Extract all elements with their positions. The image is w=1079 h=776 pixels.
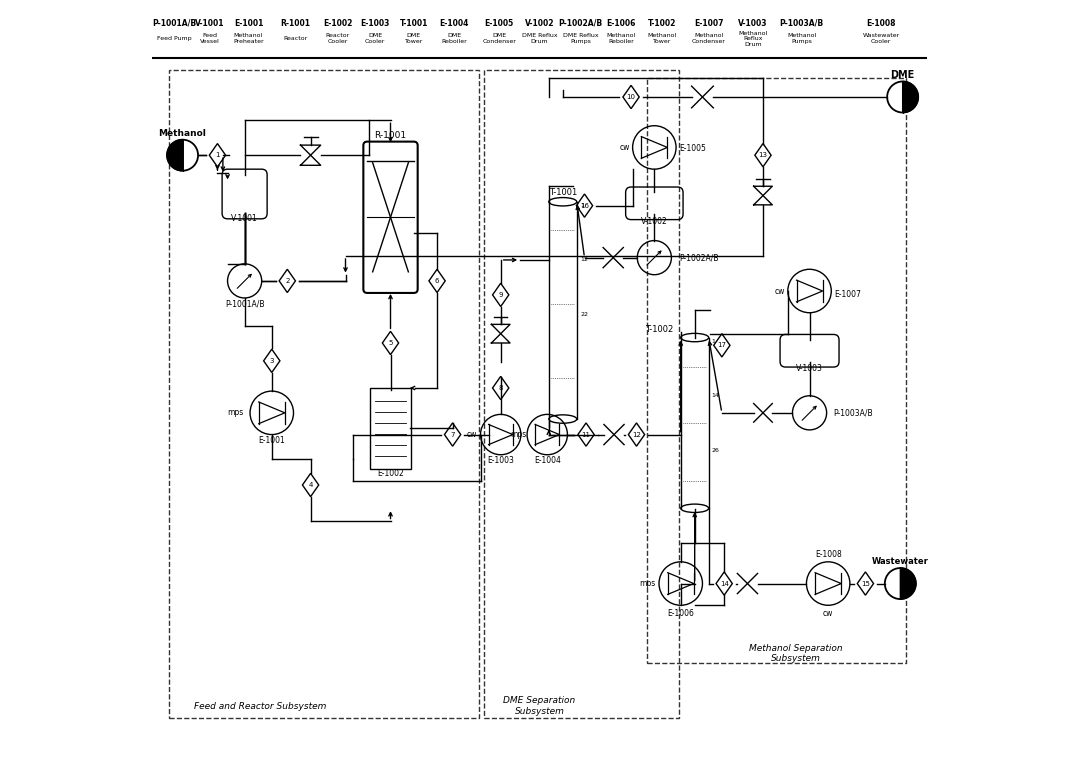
Text: E-1008: E-1008: [815, 550, 842, 559]
Text: DME Separation
Subsystem: DME Separation Subsystem: [504, 697, 575, 715]
Text: P-1002A/B: P-1002A/B: [559, 19, 603, 28]
Text: 16: 16: [581, 203, 589, 209]
Text: mps: mps: [640, 579, 656, 588]
Text: E-1007: E-1007: [834, 290, 861, 300]
Text: DME Reflux
Drum: DME Reflux Drum: [521, 33, 558, 44]
Text: 4: 4: [309, 482, 313, 488]
Text: 2: 2: [285, 278, 289, 284]
Text: E-1001: E-1001: [258, 436, 285, 445]
Text: Reactor: Reactor: [283, 36, 308, 41]
Text: 11: 11: [582, 431, 590, 438]
Text: 14: 14: [712, 393, 720, 398]
Text: 14: 14: [720, 580, 728, 587]
Text: 12: 12: [581, 258, 588, 262]
Text: Feed Pump: Feed Pump: [158, 36, 192, 41]
Text: cw: cw: [619, 143, 629, 152]
Text: V-1002: V-1002: [641, 217, 668, 226]
Polygon shape: [900, 568, 916, 599]
Text: 1: 1: [712, 339, 715, 344]
Text: V-1001: V-1001: [195, 19, 224, 28]
Text: DME
Cooler: DME Cooler: [365, 33, 385, 44]
Text: 12: 12: [632, 431, 641, 438]
Text: P-1003A/B: P-1003A/B: [780, 19, 824, 28]
Text: 3: 3: [270, 358, 274, 364]
Text: P-1002A/B: P-1002A/B: [679, 253, 719, 262]
Text: P-1003A/B: P-1003A/B: [833, 408, 873, 417]
Text: E-1001: E-1001: [234, 19, 263, 28]
Text: Feed and Reactor Subsystem: Feed and Reactor Subsystem: [194, 702, 326, 711]
Text: 22: 22: [581, 312, 589, 317]
Text: E-1007: E-1007: [694, 19, 723, 28]
Text: E-1005: E-1005: [484, 19, 514, 28]
Text: 8: 8: [498, 385, 503, 391]
Text: V-1001: V-1001: [231, 214, 258, 223]
Text: T-1002: T-1002: [647, 19, 677, 28]
Text: P-1001A/B: P-1001A/B: [224, 300, 264, 309]
Text: Methanol: Methanol: [159, 129, 206, 138]
Text: Reactor
Cooler: Reactor Cooler: [326, 33, 350, 44]
Text: E-1003: E-1003: [360, 19, 390, 28]
Text: E-1006: E-1006: [606, 19, 636, 28]
Text: R-1001: R-1001: [281, 19, 310, 28]
Text: Methanol
Tower: Methanol Tower: [647, 33, 677, 44]
Text: 6: 6: [435, 278, 439, 284]
Text: DME
Tower: DME Tower: [405, 33, 423, 44]
Text: Wastewater: Wastewater: [872, 557, 929, 566]
Text: E-1005: E-1005: [679, 144, 706, 154]
Text: E-1003: E-1003: [488, 456, 514, 466]
Text: 13: 13: [759, 152, 767, 158]
Text: E-1004: E-1004: [439, 19, 469, 28]
Text: 7: 7: [450, 431, 455, 438]
Text: cw: cw: [823, 608, 833, 618]
Text: 15: 15: [861, 580, 870, 587]
Text: Wastewater
Cooler: Wastewater Cooler: [862, 33, 900, 44]
Text: DME Reflux
Pumps: DME Reflux Pumps: [563, 33, 599, 44]
Text: R-1001: R-1001: [374, 131, 407, 140]
Text: mps: mps: [510, 430, 527, 439]
Text: cw: cw: [775, 286, 784, 296]
Text: Methanol
Preheater: Methanol Preheater: [233, 33, 263, 44]
Text: T-1001: T-1001: [548, 188, 577, 197]
Text: Feed
Vessel: Feed Vessel: [200, 33, 219, 44]
Text: DME
Reboiler: DME Reboiler: [441, 33, 467, 44]
Text: Methanol Separation
Subsystem: Methanol Separation Subsystem: [749, 644, 843, 663]
Text: 5: 5: [388, 340, 393, 346]
Text: P-1001A/B: P-1001A/B: [153, 19, 196, 28]
Text: Methanol
Condenser: Methanol Condenser: [692, 33, 725, 44]
Text: Methanol
Reboiler: Methanol Reboiler: [606, 33, 636, 44]
Polygon shape: [903, 81, 918, 113]
Text: 1: 1: [581, 203, 585, 208]
Text: DME: DME: [890, 71, 915, 80]
Text: T-1001: T-1001: [399, 19, 428, 28]
Text: V-1003: V-1003: [796, 364, 823, 373]
Text: E-1002: E-1002: [323, 19, 353, 28]
Text: 26: 26: [712, 448, 720, 452]
Polygon shape: [167, 140, 182, 171]
Text: V-1003: V-1003: [738, 19, 767, 28]
Text: E-1008: E-1008: [866, 19, 896, 28]
Text: E-1002: E-1002: [378, 469, 404, 478]
Text: 1: 1: [215, 152, 220, 158]
Text: 10: 10: [627, 94, 636, 100]
Text: V-1002: V-1002: [524, 19, 555, 28]
Text: E-1004: E-1004: [534, 456, 561, 466]
Text: mps: mps: [227, 408, 243, 417]
Text: 9: 9: [498, 292, 503, 298]
Text: cw: cw: [467, 430, 477, 439]
Text: 17: 17: [718, 342, 726, 348]
Text: DME
Condenser: DME Condenser: [482, 33, 516, 44]
Text: E-1006: E-1006: [667, 608, 694, 618]
Text: Methanol
Reflux
Drum: Methanol Reflux Drum: [738, 30, 767, 47]
Text: Methanol
Pumps: Methanol Pumps: [788, 33, 817, 44]
Text: T-1002: T-1002: [645, 325, 673, 334]
